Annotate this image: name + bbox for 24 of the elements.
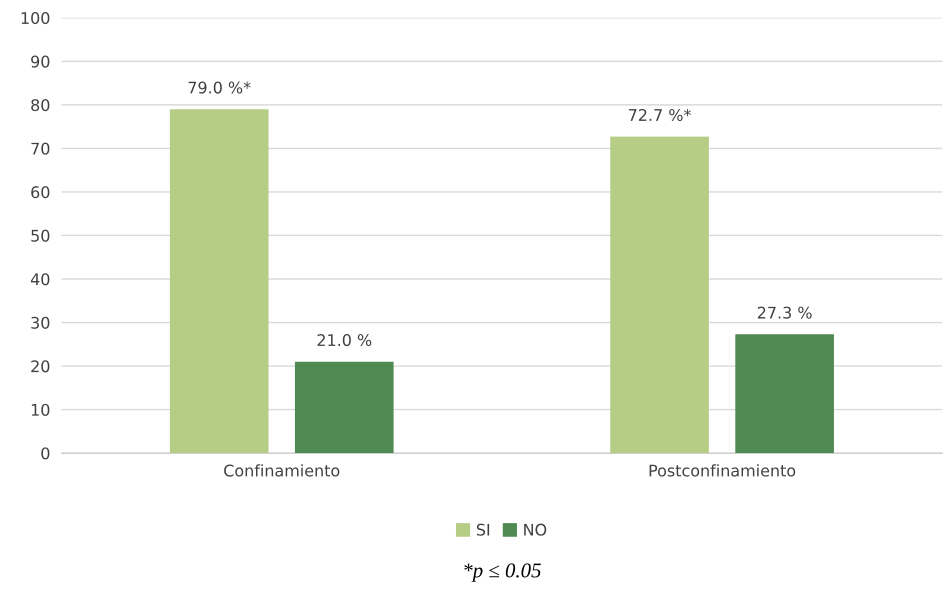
data-label: 27.3 %: [758, 306, 812, 319]
legend-label: NO: [524, 524, 546, 536]
data-label: 72.7 %*: [628, 108, 691, 122]
y-tick-label: 30: [31, 316, 50, 329]
text: *p ≤ 0.05: [464, 563, 541, 582]
data-label: 79.0 %*: [188, 82, 251, 94]
bar: [294, 362, 394, 454]
y-tick-label: 80: [31, 99, 50, 112]
y-tick-label: 20: [31, 360, 50, 372]
y-tick-label: 100: [22, 12, 50, 24]
x-tick-label: Confinamiento: [224, 464, 340, 477]
y-tick-label: 70: [31, 142, 50, 155]
bar: [610, 136, 709, 454]
x-tick-label: Postconfinamiento: [650, 464, 796, 477]
legend-label: SI: [476, 524, 490, 536]
bar: [170, 109, 269, 454]
bar: [735, 334, 834, 454]
y-tick-label: 50: [31, 230, 50, 242]
y-tick-label: 90: [31, 56, 50, 68]
y-tick-label: 60: [31, 186, 50, 198]
y-tick-label: 40: [30, 273, 50, 286]
y-tick-label: 10: [32, 404, 50, 416]
y-tick-label: 0: [41, 447, 50, 460]
data-label: 21.0 %: [318, 334, 372, 346]
